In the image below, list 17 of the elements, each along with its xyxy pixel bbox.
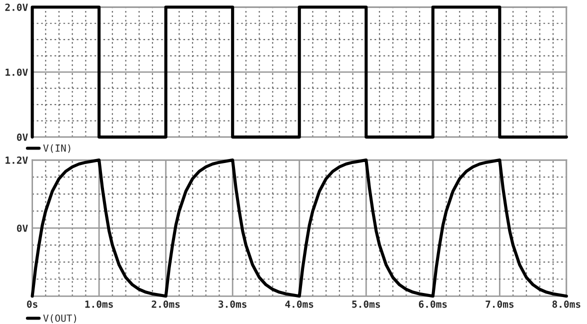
x-tick-label: 8.0ms [552,300,580,308]
x-tick-label: 2.0ms [152,300,180,308]
line-series [30,158,568,298]
y-tick-label: 1.2V [6,156,28,164]
y-tick-label: 0V [16,134,28,141]
legend-label: V(IN) [43,144,70,153]
y-tick-label: 2.0V [5,4,28,11]
x-tick-label: 6.0ms [418,300,447,308]
x-tick-label: 1.0ms [85,300,113,308]
x-tick-label: 7.0ms [486,300,514,308]
x-tick-label: 0s [27,300,38,308]
y-tick-label: 1.0V [6,68,28,76]
x-tick-label: 3.0ms [218,300,246,308]
y-tick-label: 0V [16,224,28,232]
x-tick-label: 5.0ms [352,300,380,308]
legend-label: V(OUT) [43,314,76,323]
x-tick-label: 4.0ms [285,300,314,308]
